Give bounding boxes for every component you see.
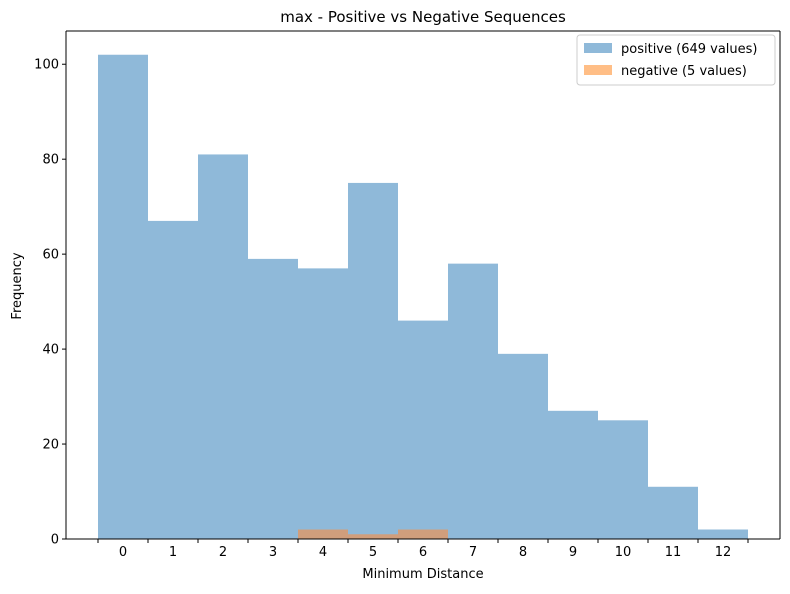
- bar-positive: [448, 263, 498, 539]
- x-tick-label: 9: [569, 545, 577, 560]
- x-tick-label: 0: [119, 545, 127, 560]
- x-tick-label: 8: [519, 545, 527, 560]
- x-tick-label: 10: [615, 545, 632, 560]
- bar-positive: [298, 268, 348, 539]
- y-tick-label: 0: [51, 533, 59, 548]
- bar-positive: [148, 220, 198, 539]
- y-tick-label: 40: [42, 343, 59, 358]
- bar-positive: [598, 420, 648, 539]
- bar-positive: [548, 410, 598, 539]
- y-tick-label: 100: [34, 58, 59, 73]
- x-tick-label: 11: [665, 545, 682, 560]
- legend-frame: [576, 34, 776, 86]
- x-tick-label: 6: [419, 545, 427, 560]
- legend-swatch-negative: [584, 65, 612, 75]
- chart-title: max - Positive vs Negative Sequences: [280, 8, 566, 26]
- x-tick-label: 1: [169, 545, 177, 560]
- y-axis-label: Frequency: [10, 252, 25, 319]
- x-tick-label: 7: [469, 545, 477, 560]
- legend-label-negative: negative (5 values): [621, 64, 747, 79]
- bar-positive: [648, 486, 698, 539]
- x-axis-label: Minimum Distance: [362, 567, 483, 582]
- x-tick-label: 5: [369, 545, 377, 560]
- bar-positive: [348, 182, 398, 539]
- x-tick-label: 2: [219, 545, 227, 560]
- legend: positive (649 values) negative (5 values…: [576, 34, 776, 86]
- y-tick-label: 20: [42, 438, 59, 453]
- bar-positive: [198, 154, 248, 539]
- bar-negative: [348, 534, 398, 539]
- bar-negative: [298, 529, 348, 539]
- y-tick-label: 80: [42, 153, 59, 168]
- x-tick-label: 3: [269, 545, 277, 560]
- bar-positive: [498, 353, 548, 539]
- bar-positive: [698, 529, 748, 539]
- x-tick-label: 12: [715, 545, 732, 560]
- bar-positive: [98, 54, 148, 540]
- bar-negative: [398, 529, 448, 539]
- legend-label-positive: positive (649 values): [621, 42, 758, 57]
- x-tick-label: 4: [319, 545, 327, 560]
- y-tick-label: 60: [42, 248, 59, 263]
- bars-layer: [98, 54, 748, 540]
- legend-swatch-positive: [584, 43, 612, 53]
- bar-positive: [398, 320, 448, 539]
- bar-positive: [248, 258, 298, 539]
